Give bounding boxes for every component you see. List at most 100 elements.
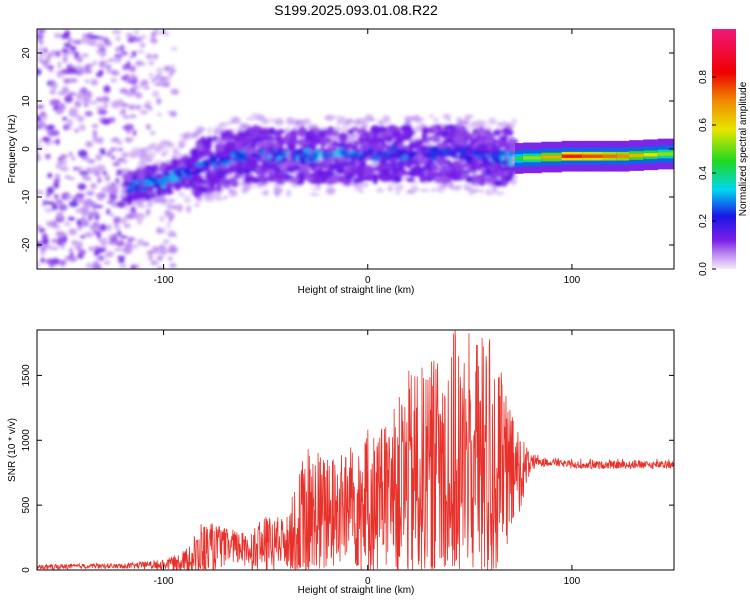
spectrogram-cell: [71, 156, 76, 161]
spectrogram-cell: [303, 148, 312, 155]
spectrogram-cell: [409, 129, 415, 136]
spectrogram-cell: [99, 151, 106, 155]
spectrogram-cell: [125, 91, 134, 97]
spectrogram-cell: [280, 151, 287, 156]
spectrogram-cell: [176, 151, 182, 159]
spectrogram-cell: [89, 224, 100, 232]
spectrogram-cell: [148, 72, 154, 79]
spectrogram-cell: [336, 160, 346, 168]
spectrogram-cell: [39, 111, 47, 117]
spectrogram-cell: [268, 117, 276, 123]
spectrogram-cell: [350, 132, 355, 140]
spectrogram-cell: [156, 112, 162, 117]
spectrogram-cell: [407, 152, 413, 156]
spectrogram-cell: [91, 80, 98, 85]
spectrogram-cell: [38, 138, 43, 143]
spectrogram-cell: [74, 67, 84, 76]
spectrogram-cell: [135, 214, 145, 218]
spectrogram-cell: [479, 189, 484, 193]
spectrogram-cell: [402, 155, 408, 160]
spectrogram-cell: [71, 113, 80, 118]
spectrogram-cell: [45, 55, 51, 63]
spectrogram-cell: [118, 194, 127, 199]
spectrogram-cell: [108, 193, 118, 201]
spectrogram-cell: [74, 128, 79, 134]
spectrogram-carrier-cell: [514, 156, 524, 161]
spectrogram-y-tick-label: 0: [21, 146, 32, 152]
spectrogram-cell: [122, 66, 128, 71]
spectrogram-cell: [67, 91, 77, 96]
spectrogram-cell: [260, 191, 267, 195]
spectrogram-cell: [37, 56, 45, 62]
spectrogram-cell: [324, 114, 335, 121]
spectrogram-cell: [113, 181, 121, 186]
spectrogram-y-tick-label: -10: [21, 189, 32, 204]
spectrogram-cell: [50, 246, 59, 251]
spectrogram-cell: [467, 155, 474, 162]
spectrogram-cell: [366, 151, 374, 155]
spectrogram-cell: [436, 185, 445, 193]
spectrogram-cell: [498, 166, 510, 171]
spectrogram-cell: [442, 184, 448, 188]
spectrogram-cell: [64, 30, 71, 38]
spectrogram-cell: [139, 82, 145, 88]
snr-x-tick-label: -100: [154, 576, 174, 587]
spectrogram-cell: [496, 121, 505, 128]
spectrogram-cell: [291, 133, 298, 140]
spectrogram-cell: [76, 240, 83, 249]
spectrogram-cell: [215, 171, 226, 177]
spectrogram-cell: [308, 162, 319, 168]
spectrogram-cell: [376, 150, 383, 155]
spectrogram-cell: [88, 246, 94, 252]
spectrogram-cell: [43, 244, 53, 250]
spectrogram-cell: [166, 159, 172, 164]
spectrogram-cell: [287, 136, 295, 144]
spectrogram-cell: [101, 118, 111, 125]
snr-x-tick-label: 0: [365, 576, 371, 587]
spectrogram-cell: [198, 179, 206, 184]
spectrogram-marks: [37, 29, 674, 269]
spectrogram-cell: [130, 264, 137, 269]
spectrogram-cell: [115, 178, 120, 183]
spectrogram-y-tick-label: -20: [21, 237, 32, 252]
colorbar-tick-label: 0.0: [698, 262, 709, 276]
spectrogram-cell: [49, 89, 56, 95]
spectrogram-cell: [128, 79, 138, 84]
spectrogram-cell: [456, 117, 463, 125]
spectrogram-cell: [96, 256, 101, 262]
spectrogram-cell: [463, 183, 469, 190]
spectrogram-cell: [120, 75, 130, 81]
spectrogram-carrier-cell: [541, 155, 563, 159]
spectrogram-cell: [138, 34, 147, 40]
spectrogram-cell: [310, 137, 317, 143]
spectrogram-cell: [341, 126, 349, 133]
spectrogram-cell: [58, 203, 68, 212]
spectrogram-cell: [299, 172, 305, 177]
spectrogram-carrier-cell: [657, 152, 674, 156]
spectrogram-cell: [243, 174, 250, 181]
spectrogram-cell: [81, 36, 89, 44]
spectrogram-cell: [132, 180, 140, 185]
spectrogram-cell: [285, 189, 292, 197]
spectrogram-cell: [376, 187, 384, 193]
spectrogram-y-tick-label: 20: [21, 47, 32, 59]
spectrogram-cell: [97, 196, 103, 202]
spectrogram-cell: [76, 219, 82, 227]
spectrogram-cell: [501, 179, 508, 187]
spectrogram-cell: [148, 255, 153, 261]
spectrogram-cell: [421, 132, 427, 141]
spectrogram-cell: [325, 186, 336, 195]
spectrogram-cell: [150, 260, 159, 266]
spectrogram-cell: [250, 113, 261, 121]
spectrogram-cell: [126, 60, 131, 69]
spectrogram-cell: [233, 173, 241, 180]
spectrogram-cell: [476, 154, 483, 159]
snr-y-tick-label: 500: [21, 496, 32, 513]
spectrogram-cell: [140, 159, 147, 167]
spectrogram-cell: [107, 234, 114, 239]
spectrogram-cell: [94, 204, 104, 209]
spectrogram-cell: [66, 63, 72, 71]
spectrogram-cell: [143, 104, 151, 109]
spectrogram-cell: [331, 140, 339, 146]
spectrogram-cell: [62, 55, 68, 64]
